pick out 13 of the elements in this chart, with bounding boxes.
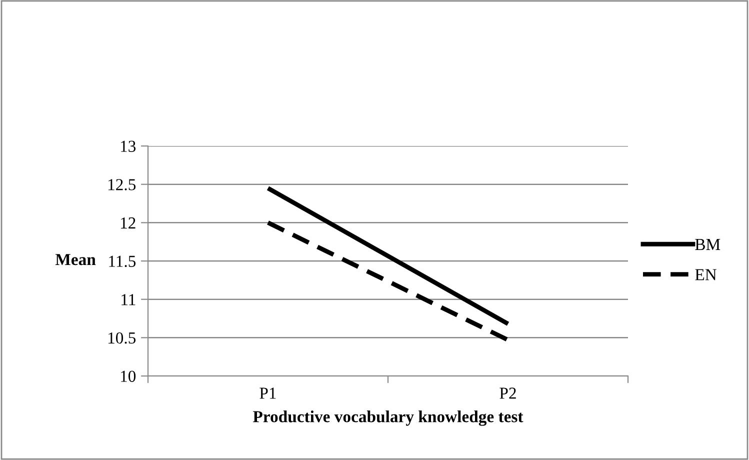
x-tick-label: P2 (500, 388, 516, 399)
y-tick-label: 12 (120, 217, 136, 228)
x-tick-label: P1 (260, 388, 276, 399)
legend-label: EN (695, 269, 716, 280)
y-tick-label: 11.5 (109, 256, 136, 268)
y-tick-label: 13 (120, 140, 136, 152)
y-tick-label: 11 (122, 294, 136, 306)
y-tick-label: 10.5 (108, 332, 136, 344)
y-tick-label: 10 (120, 370, 136, 382)
y-axis-title: Mean (55, 254, 96, 266)
y-tick-label: 12.5 (108, 179, 136, 190)
legend-label: BM (695, 239, 720, 250)
x-axis-title: Productive vocabulary knowledge test (253, 410, 524, 426)
